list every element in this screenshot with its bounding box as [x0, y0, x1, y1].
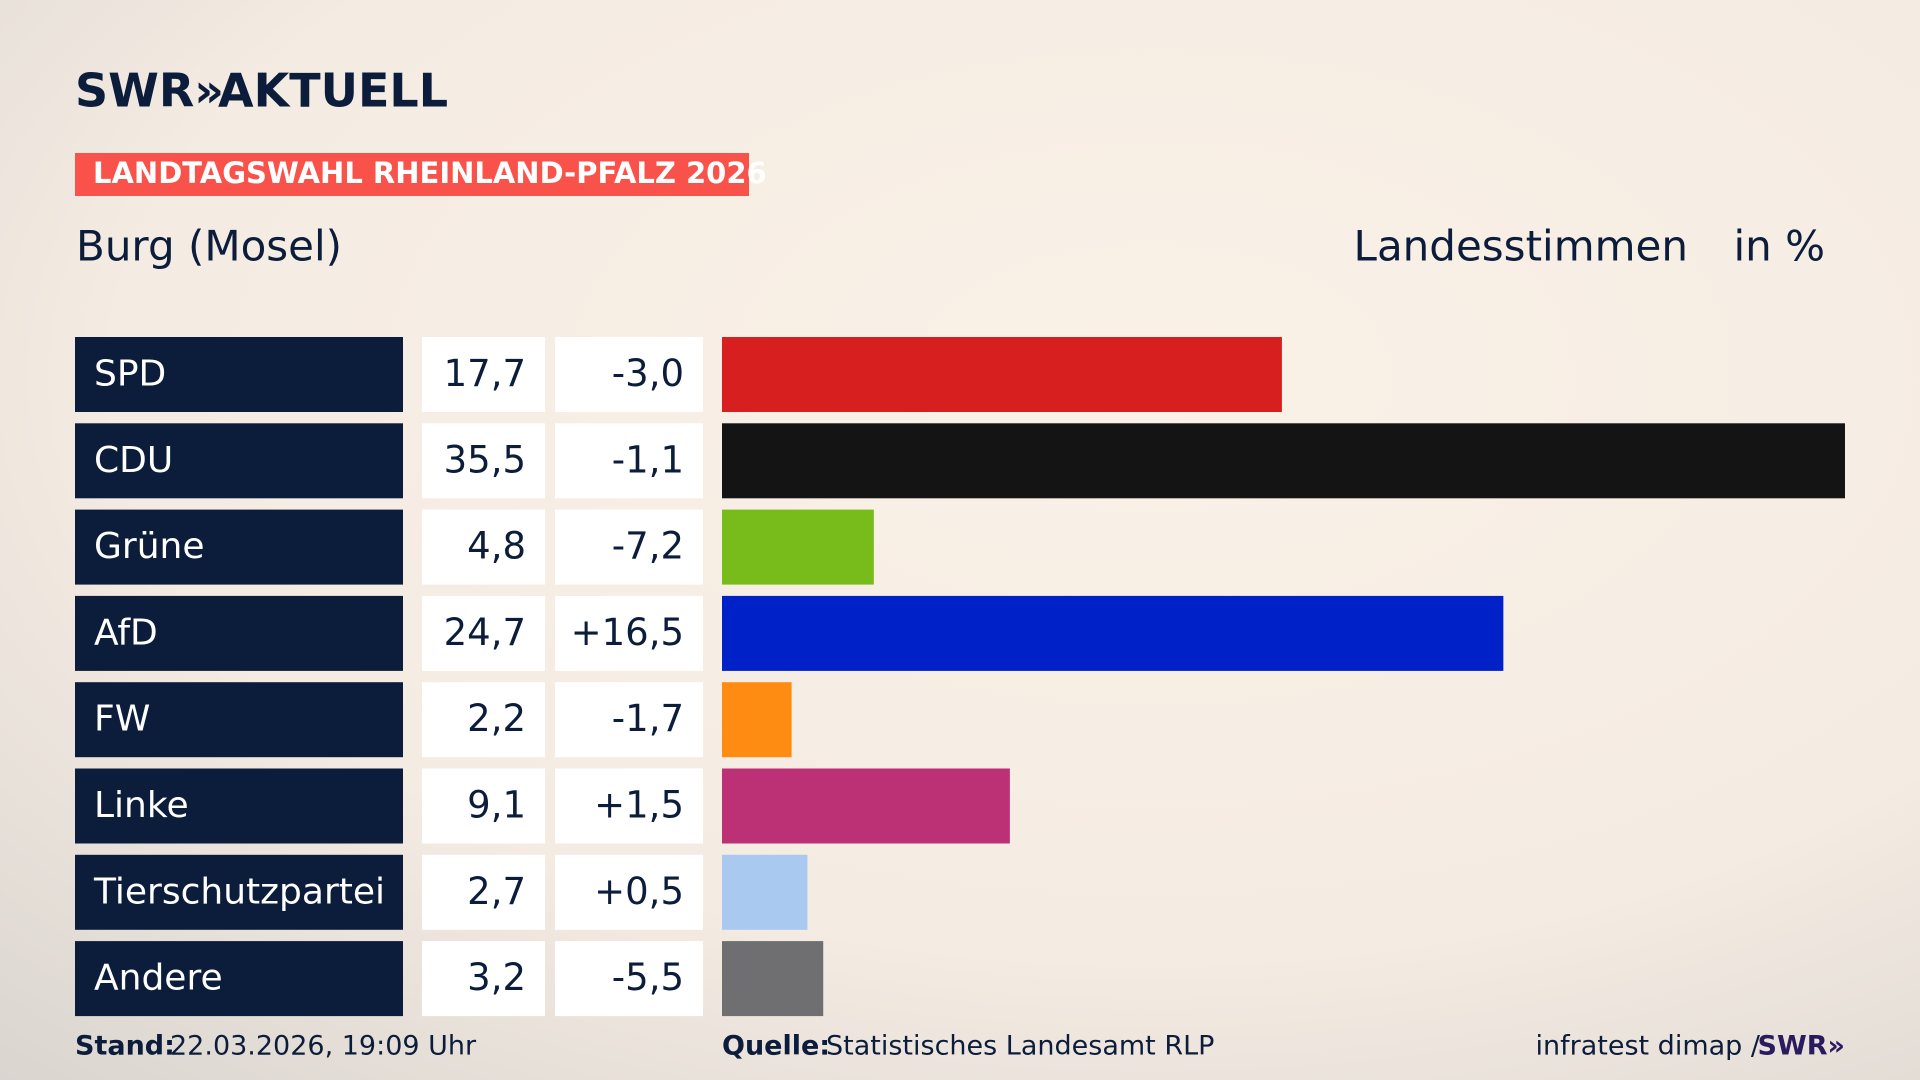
- change-label: +16,5: [571, 611, 684, 654]
- change-box: [555, 423, 703, 499]
- rows: SPD 17,7 -3,0 CDU 35,5 -1,1 Grüne 4,8 -7,2 AfD 24,…: [75, 337, 1845, 1017]
- value-box: [422, 595, 545, 671]
- bar: [722, 509, 874, 585]
- change-label: -1,1: [612, 438, 684, 481]
- party-label: Tierschutzpartei: [93, 871, 385, 912]
- value-label: 3,2: [467, 956, 526, 999]
- bar: [722, 337, 1282, 412]
- brand-suffix: AKTUELL: [218, 64, 448, 118]
- value-box: [422, 768, 545, 844]
- value-label: 24,7: [444, 611, 526, 654]
- value-box: [422, 337, 545, 412]
- pollster: infratest dimap /: [1535, 1031, 1760, 1062]
- stand-label: Stand:: [75, 1031, 175, 1062]
- name-box: [75, 595, 403, 671]
- stand: 22.03.2026, 19:09 Uhr: [170, 1031, 477, 1062]
- bar: [722, 854, 808, 930]
- bar: [722, 768, 1010, 844]
- unit: in %: [1733, 222, 1825, 271]
- change-box: [555, 768, 703, 844]
- name-box: [75, 768, 403, 844]
- bar: [722, 682, 792, 758]
- change-label: -7,2: [612, 525, 684, 568]
- bar: [722, 941, 824, 1017]
- change-label: -3,0: [612, 352, 684, 395]
- value-label: 2,7: [467, 870, 526, 913]
- source-label: Quelle:: [722, 1031, 830, 1062]
- change-box: [555, 509, 703, 585]
- value-box: [422, 423, 545, 499]
- change-box: [555, 854, 703, 930]
- bar: [722, 595, 1504, 671]
- party-label: Andere: [94, 958, 223, 999]
- party-label: FW: [94, 699, 150, 740]
- value-label: 17,7: [444, 352, 526, 395]
- value-box: [422, 854, 545, 930]
- name-box: [75, 682, 403, 758]
- source: Statistisches Landesamt RLP: [826, 1031, 1214, 1062]
- bar: [722, 423, 1845, 499]
- name-box: [75, 337, 403, 412]
- name-box: [75, 423, 403, 499]
- party-label: SPD: [94, 354, 166, 395]
- change-box: [555, 941, 703, 1017]
- name-box: [75, 509, 403, 585]
- change-label: -1,7: [612, 697, 684, 740]
- party-label: AfD: [94, 612, 158, 653]
- change-label: +1,5: [594, 784, 684, 827]
- chart-title: Burg (Mosel): [76, 222, 342, 271]
- value-label: 4,8: [467, 525, 526, 568]
- value-label: 35,5: [444, 438, 526, 481]
- party-label: CDU: [94, 440, 173, 481]
- name-box: [75, 941, 403, 1017]
- value-box: [422, 941, 545, 1017]
- change-box: [555, 595, 703, 671]
- footer-brand: SWR»: [1758, 1031, 1845, 1062]
- name-box: [75, 854, 403, 930]
- badge: LANDTAGSWAHL RHEINLAND-PFALZ 2026: [93, 156, 767, 190]
- party-label: Grüne: [94, 526, 204, 567]
- badge-bg: [75, 153, 749, 196]
- change-box: [555, 337, 703, 412]
- change-label: -5,5: [612, 956, 684, 999]
- value-label: 2,2: [467, 697, 526, 740]
- party-label: Linke: [94, 785, 189, 826]
- value-box: [422, 682, 545, 758]
- brand: SWR»: [75, 64, 224, 118]
- change-box: [555, 682, 703, 758]
- chart-subtitle: Landesstimmen: [1354, 222, 1688, 271]
- value-label: 9,1: [467, 784, 526, 827]
- value-box: [422, 509, 545, 585]
- change-label: +0,5: [594, 870, 684, 913]
